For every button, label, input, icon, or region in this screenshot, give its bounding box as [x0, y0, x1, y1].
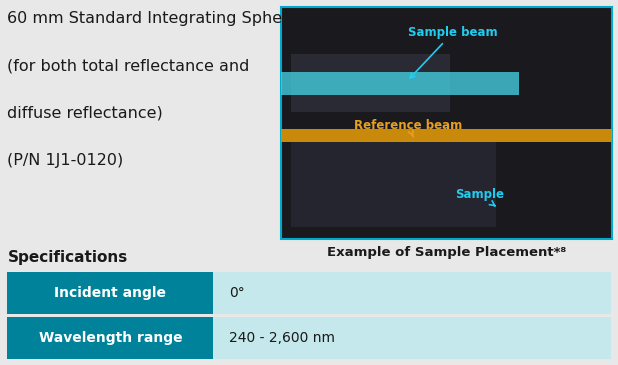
Bar	[213, 272, 611, 314]
Bar	[281, 7, 612, 239]
Bar	[281, 129, 612, 142]
Text: Wavelength range: Wavelength range	[38, 331, 182, 345]
Text: Sample: Sample	[455, 188, 504, 206]
Text: 60 mm Standard Integrating Sphere: 60 mm Standard Integrating Sphere	[7, 11, 298, 26]
Text: Specifications: Specifications	[7, 250, 128, 265]
Text: (for both total reflectance and: (for both total reflectance and	[7, 58, 250, 73]
Bar	[7, 272, 213, 314]
Text: Example of Sample Placement*⁸: Example of Sample Placement*⁸	[327, 246, 566, 260]
Text: Reference beam: Reference beam	[354, 119, 462, 137]
Text: Sample beam: Sample beam	[408, 26, 498, 78]
Bar	[7, 317, 213, 359]
Bar	[213, 317, 611, 359]
Text: 0°: 0°	[229, 286, 244, 300]
Text: (P/N 1J1-0120): (P/N 1J1-0120)	[7, 153, 124, 168]
Text: Incident angle: Incident angle	[54, 286, 166, 300]
Bar	[291, 54, 450, 112]
Text: diffuse reflectance): diffuse reflectance)	[7, 106, 163, 121]
Text: 240 - 2,600 nm: 240 - 2,600 nm	[229, 331, 335, 345]
Bar	[281, 72, 519, 95]
Bar	[291, 139, 496, 227]
